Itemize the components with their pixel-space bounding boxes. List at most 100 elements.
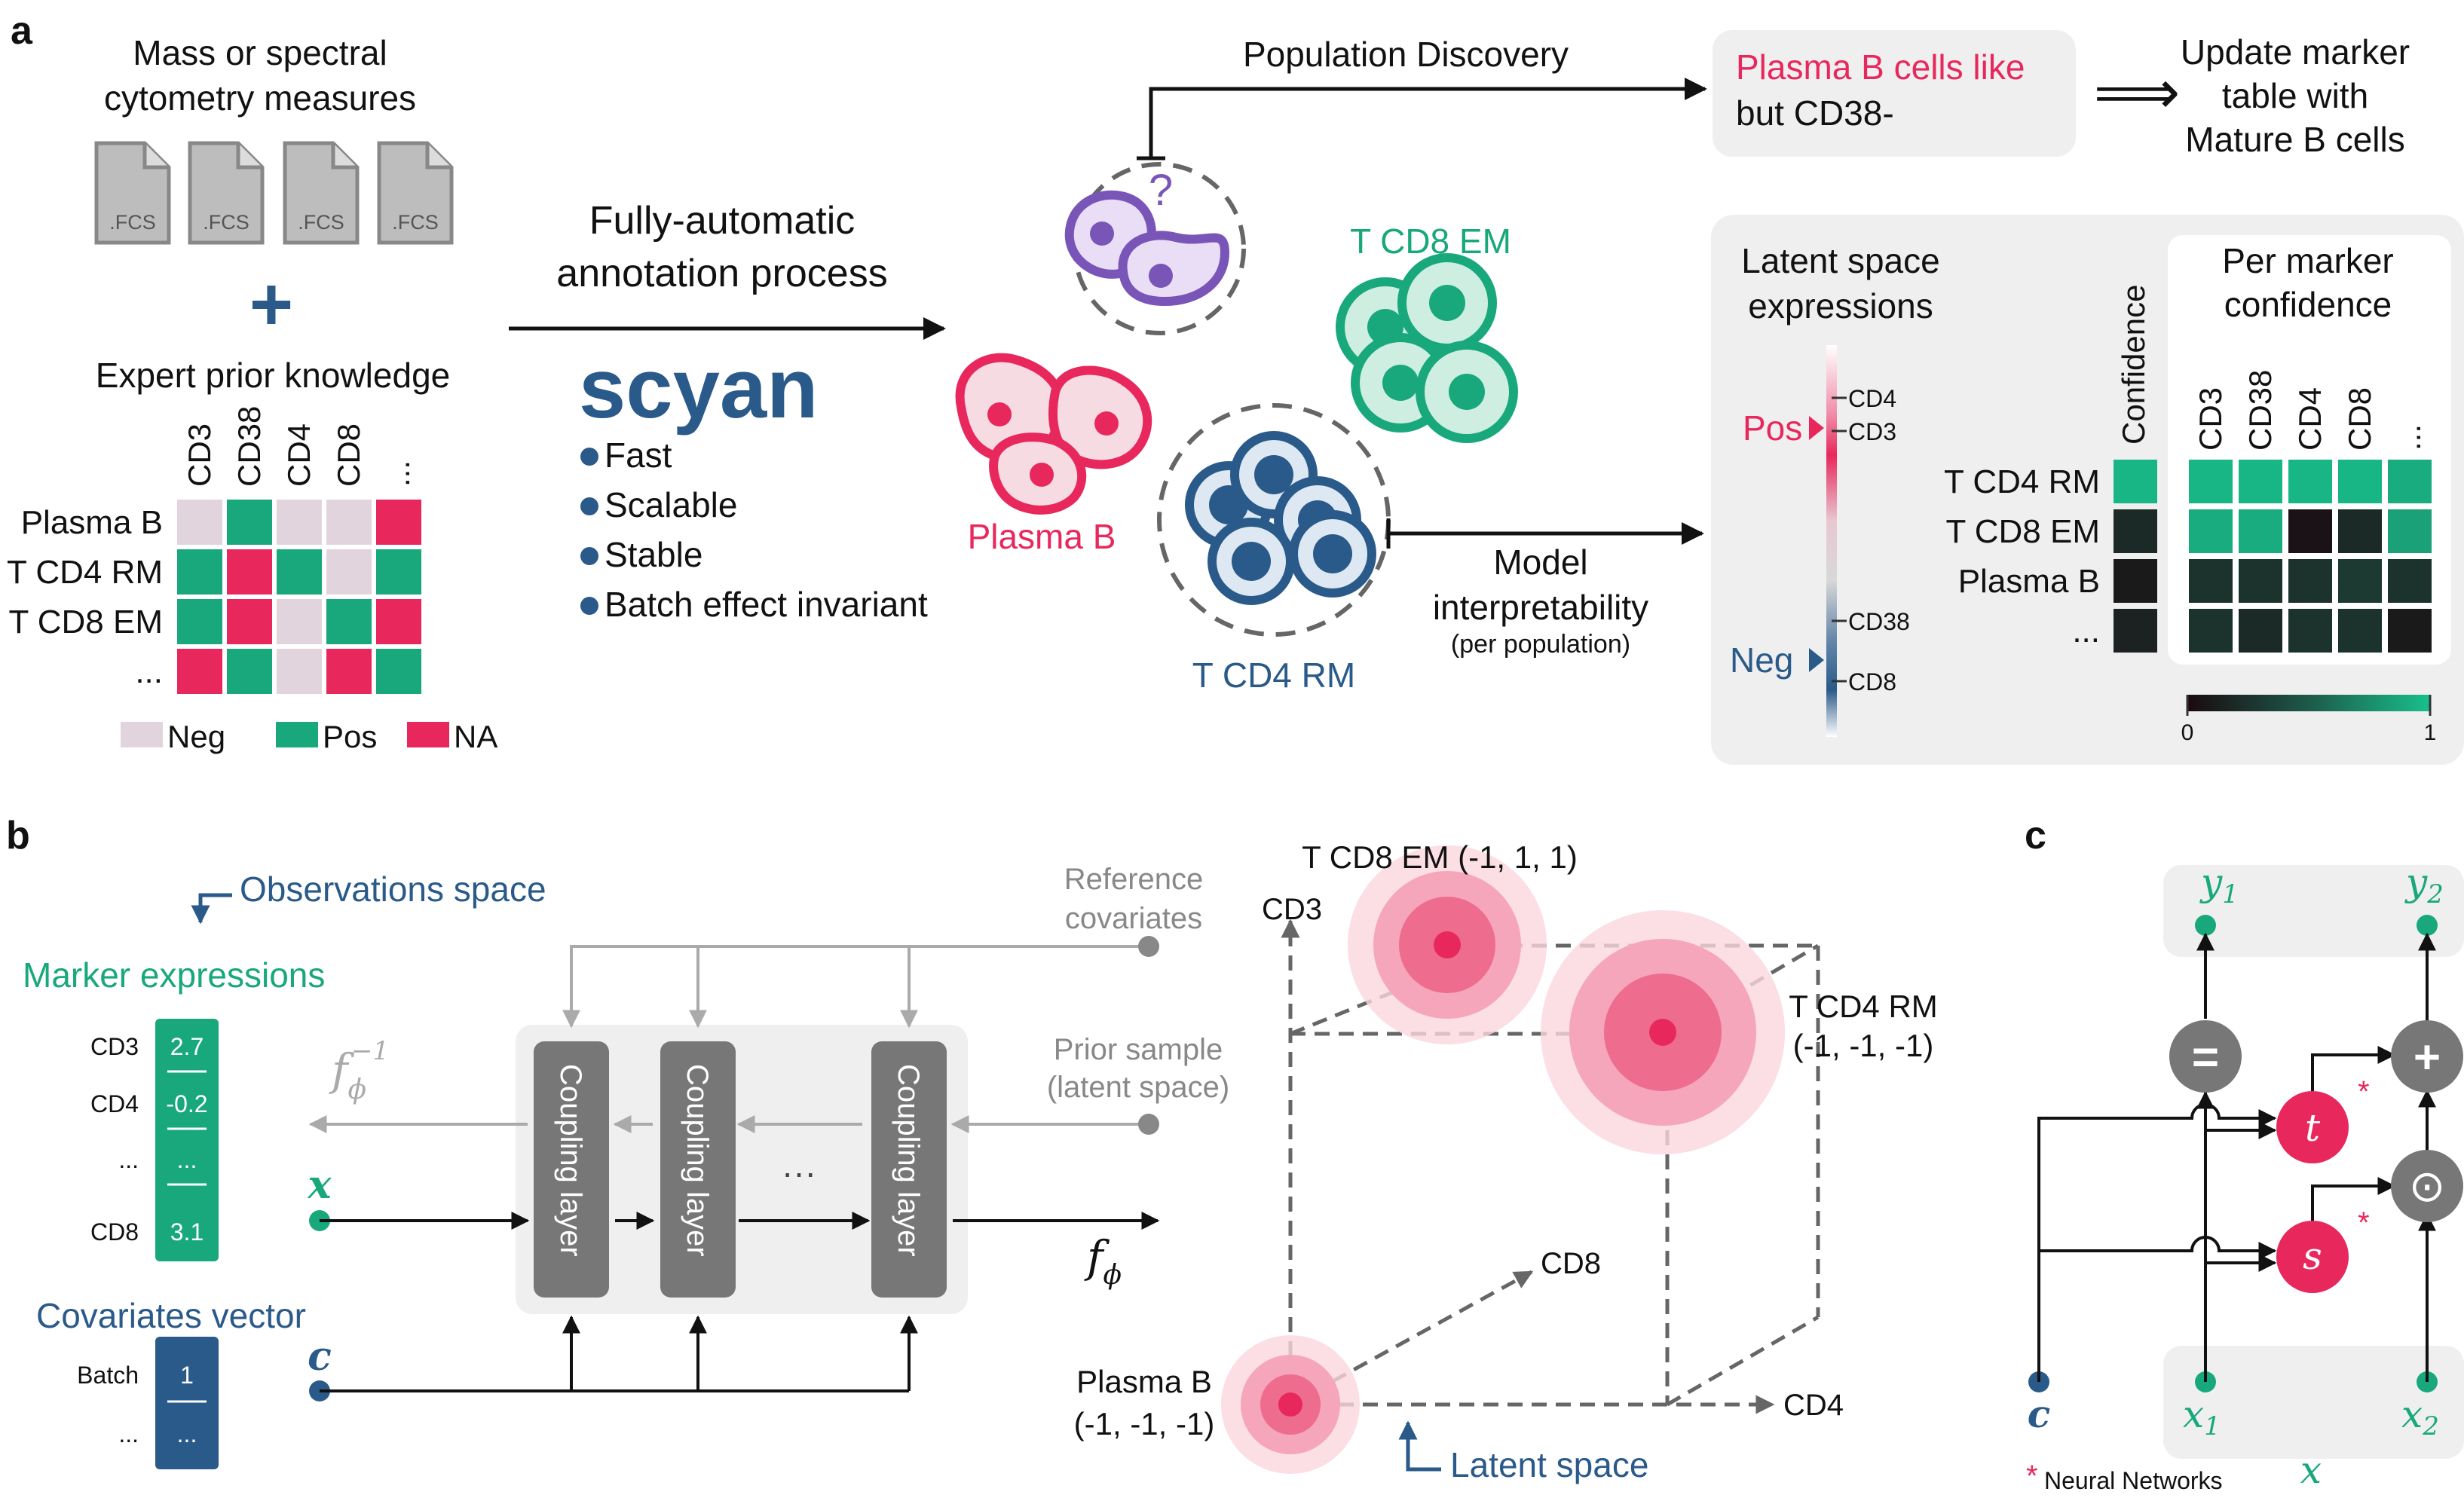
process-title-line2: annotation process: [556, 252, 887, 295]
latent-bar-ticks: CD4 CD3 CD38 CD8: [1832, 385, 1910, 695]
heatmap-cell: [2189, 460, 2233, 503]
legend-label: NA: [454, 719, 497, 754]
neg-label: Neg: [1730, 640, 1793, 680]
marker-name: CD4: [90, 1090, 139, 1117]
heatmap-cell: [2288, 609, 2332, 653]
latent-space-pointer: [1398, 1420, 1441, 1472]
population-t-cd4-rm: [1541, 910, 1785, 1154]
y2-node: [2417, 915, 2438, 936]
s-network-symbol: s: [2303, 1234, 2322, 1278]
x-group-symbol: x: [2300, 1448, 2322, 1492]
coupling-stack-box: [516, 1025, 968, 1314]
marker-name: CD3: [90, 1033, 139, 1060]
x2-symbol: x2: [2401, 1392, 2439, 1441]
marker-expressions-title: Marker expressions: [23, 955, 325, 995]
prior-table-cell: [277, 649, 322, 694]
legend-swatch: [407, 722, 449, 747]
heatmap-cell: [2388, 609, 2432, 653]
prior-table-column-header: CD8: [331, 423, 366, 487]
feature-item: Scalable: [605, 485, 737, 524]
marker-name: CD8: [90, 1218, 139, 1246]
y1-symbol: y1: [2199, 860, 2239, 909]
prior-knowledge-table: CD3 CD38 CD4 CD8 ... Plasma B T CD4 RM T CD8 EM…: [7, 406, 421, 694]
discovery-result-line1: Plasma B cells like: [1736, 47, 2025, 87]
heatmap-column-header: CD4: [2292, 387, 2328, 451]
heatmap-cell: [2239, 609, 2282, 653]
panel-c-label: c: [2025, 814, 2046, 857]
plus-op-node: [2391, 1020, 2463, 1093]
feature-item: Fast: [605, 436, 672, 475]
file-icon: .FCS: [283, 141, 360, 245]
latent-title-line2: expressions: [1748, 286, 1933, 326]
prior-table-cell: [326, 549, 372, 595]
prior-table-cell: [277, 599, 322, 644]
interpretability-line1: Model: [1493, 543, 1587, 582]
coupling-layers: Coupling layer Coupling layer Coupling lay…: [534, 1041, 947, 1298]
discovery-result-line2: but CD38-: [1736, 93, 1894, 133]
heatmap-cell: [2338, 609, 2382, 653]
covariates-vector: [155, 1337, 219, 1469]
prior-table-cell: [376, 599, 421, 644]
confidence-cell: [2114, 559, 2157, 603]
prior-table-cell: [376, 549, 421, 595]
input-box: [2163, 1346, 2464, 1459]
prior-table-row-label: T CD8 EM: [8, 604, 163, 640]
file-extension-label: .FCS: [392, 211, 439, 234]
prior-table-column-header: ...: [381, 460, 416, 487]
prior-table-cell: [227, 599, 272, 644]
latent-bar-tick-label: CD3: [1848, 418, 1896, 445]
prior-table-cell: [177, 500, 222, 545]
marker-value: ...: [177, 1146, 197, 1173]
nn-note-star: *: [2026, 1460, 2038, 1493]
colorbar-max: 1: [2424, 720, 2437, 745]
x-symbol: x: [307, 1162, 332, 1208]
update-line1: Update marker: [2181, 32, 2410, 72]
latent-bar-tick-label: CD38: [1848, 608, 1910, 635]
coupling-layer-label: Coupling layer: [892, 1064, 925, 1257]
c-node-symbol: c: [2028, 1392, 2050, 1436]
t-network-node: [2276, 1091, 2349, 1163]
prior-table-legend: Neg Pos NA: [121, 719, 497, 754]
coupling-wiring: [2037, 932, 2436, 1382]
s-network-node: [2276, 1221, 2349, 1293]
per-marker-box: [2168, 235, 2451, 665]
tool-name-scyan: scyan: [579, 341, 819, 436]
nn-note: Neural Networks: [2044, 1467, 2223, 1494]
unknown-population-cluster: ?: [1064, 162, 1246, 335]
t-cd8-em-label: T CD8 EM: [1350, 222, 1511, 261]
odot-op-node: [2391, 1150, 2463, 1222]
plasma-b-label: Plasma B: [968, 517, 1116, 556]
file-extension-label: .FCS: [109, 211, 156, 234]
heatmap-cell: [2189, 609, 2233, 653]
marker-value: -0.2: [166, 1090, 207, 1117]
y2-symbol: y2: [2404, 860, 2444, 909]
prior-table-cell: [227, 649, 272, 694]
heatmap-cell: [2189, 559, 2233, 603]
file-extension-label: .FCS: [298, 211, 344, 234]
plus-sign: +: [249, 262, 293, 347]
prior-table-row-label: ...: [135, 653, 163, 690]
covariate-name: ...: [118, 1420, 139, 1447]
interpretability-line3: (per population): [1451, 630, 1630, 659]
plus-op-symbol: +: [2413, 1032, 2441, 1084]
coupling-layer-block: [871, 1041, 947, 1298]
per-marker-title-line2: confidence: [2224, 285, 2392, 324]
heatmap-cell: [2288, 559, 2332, 603]
pop-t-cd4-rm-line1: T CD4 RM: [1789, 989, 1938, 1024]
file-icon: .FCS: [377, 141, 454, 245]
covariate-vector-rows: Batch 1......: [77, 1362, 207, 1447]
heatmap-cell: [2239, 559, 2282, 603]
feature-bullet: [580, 547, 598, 565]
per-marker-title-line1: Per marker: [2222, 241, 2393, 280]
axis-cd3: CD3: [1262, 893, 1322, 926]
prior-table-cell: [177, 549, 222, 595]
axis-cd8: CD8: [1541, 1247, 1601, 1280]
implies-arrow: ⟹: [2094, 59, 2181, 126]
pos-label: Pos: [1743, 408, 1802, 448]
marker-vector-rows: CD3 2.7 CD4 -0.2... ... CD8 3.1: [90, 1033, 208, 1246]
heatmap-cell: [2388, 509, 2432, 553]
heatmap-column-header: ...: [2392, 424, 2427, 451]
t-network-symbol: t: [2305, 1106, 2321, 1150]
prior-table-cell: [376, 500, 421, 545]
